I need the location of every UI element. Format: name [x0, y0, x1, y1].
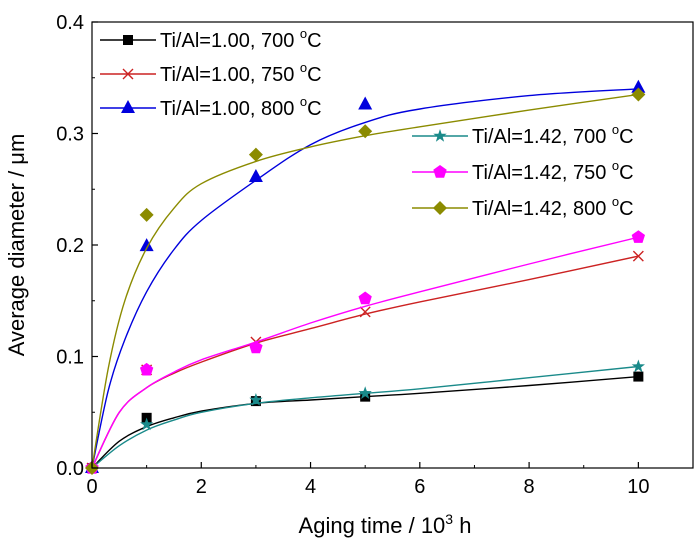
legend-marker	[121, 100, 135, 113]
legend-marker	[433, 165, 447, 178]
series-2-fit-line	[91, 255, 639, 469]
plot-frame	[91, 21, 694, 469]
y-tick-label: 0.4	[56, 12, 84, 34]
legend-label: Ti/Al=1.00, 750 oC	[160, 60, 322, 86]
legend-label: Ti/Al=1.42, 800 oC	[472, 194, 634, 220]
x-tick-label: 2	[196, 476, 207, 498]
x-tick-label: 10	[627, 476, 649, 498]
series-5-point	[631, 230, 645, 243]
series-2-point	[359, 306, 371, 318]
series-6-point	[358, 124, 373, 139]
series-3-point	[358, 96, 373, 110]
x-tick-label: 4	[305, 476, 316, 498]
series-4-point	[140, 417, 154, 431]
x-axis-title: Aging time / 103 h	[299, 511, 472, 538]
series-3-point	[631, 79, 646, 93]
series-5-point	[249, 340, 263, 354]
x-tick-label: 8	[524, 476, 535, 498]
series-1-point	[633, 371, 644, 382]
series-5-fit-line	[91, 236, 639, 469]
series-4-point	[358, 386, 372, 399]
series-4-point	[249, 393, 263, 406]
series-5-point	[140, 362, 154, 376]
y-axis-title: Average diameter / μm	[4, 134, 29, 357]
legend-marker	[433, 201, 447, 215]
series-3-fit-line	[91, 88, 639, 469]
legend-label: Ti/Al=1.00, 700 oC	[160, 26, 322, 52]
legend-marker	[123, 35, 133, 45]
legend-label: Ti/Al=1.00, 800 oC	[160, 94, 322, 120]
y-tick-label: 0.3	[56, 124, 84, 146]
x-tick-label: 6	[414, 476, 425, 498]
series-6-fit-line	[91, 93, 639, 469]
series-6-point	[248, 147, 263, 162]
series-6-point	[631, 87, 646, 102]
y-tick-label: 0.2	[56, 235, 84, 257]
y-tick-label: 0.0	[56, 458, 84, 480]
series-3-point	[248, 168, 263, 182]
x-tick-label: 0	[86, 476, 97, 498]
legend-label: Ti/Al=1.42, 700 oC	[472, 122, 634, 148]
series-4-point	[631, 359, 645, 373]
series-4-fit-line	[91, 365, 639, 469]
legend-marker	[433, 129, 447, 142]
series-3-point	[139, 238, 154, 252]
series-2-point	[632, 250, 644, 262]
series-5-point	[358, 291, 372, 305]
legend-marker	[122, 68, 134, 80]
series-1-point	[360, 391, 371, 402]
series-6-point	[139, 207, 154, 222]
y-tick-label: 0.1	[56, 347, 84, 369]
legend-label: Ti/Al=1.42, 750 oC	[472, 158, 634, 184]
